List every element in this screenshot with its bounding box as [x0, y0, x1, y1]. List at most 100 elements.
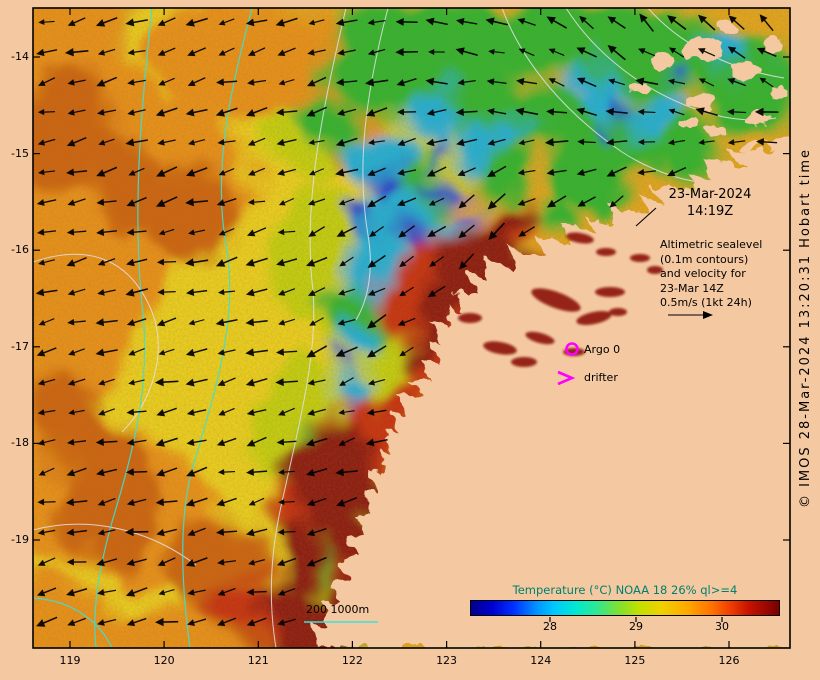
velocity-arrow	[306, 497, 327, 507]
velocity-arrow	[187, 589, 206, 596]
velocity-arrow	[278, 407, 296, 416]
velocity-arrow	[126, 408, 147, 416]
velocity-arrow	[126, 558, 147, 567]
velocity-arrow	[156, 528, 177, 537]
velocity-arrow	[186, 438, 207, 446]
velocity-arrow	[246, 408, 267, 416]
velocity-arrow	[97, 497, 116, 506]
velocity-arrow	[188, 139, 206, 146]
velocity-arrow	[38, 77, 56, 86]
velocity-arrow	[36, 48, 58, 57]
argo-marker-icon	[565, 342, 579, 356]
velocity-arrow	[216, 528, 238, 536]
velocity-arrow	[309, 317, 324, 326]
velocity-arrow	[607, 16, 626, 29]
velocity-arrow	[546, 16, 567, 29]
velocity-arrow	[218, 18, 235, 26]
colorbar-title: Temperature (°C) NOAA 18 26% ql>=4	[512, 583, 738, 597]
velocity-arrow	[576, 107, 598, 117]
velocity-arrow	[98, 138, 115, 146]
velocity-arrow	[247, 47, 266, 56]
altimetric-line: 23-Mar 14Z	[660, 281, 724, 295]
velocity-arrow	[637, 108, 656, 116]
velocity-arrow	[366, 107, 388, 117]
velocity-arrow	[247, 199, 266, 206]
velocity-arrow	[667, 139, 686, 146]
velocity-arrow	[576, 77, 597, 88]
velocity-arrow	[369, 226, 384, 237]
velocity-arrow	[516, 77, 538, 86]
velocity-arrow	[306, 528, 327, 537]
velocity-arrow	[157, 17, 176, 26]
velocity-arrow	[425, 17, 448, 26]
velocity-arrow	[579, 15, 594, 30]
velocity-arrow	[37, 138, 56, 146]
velocity-arrow	[276, 557, 297, 567]
velocity-arrow	[125, 587, 148, 597]
velocity-arrow	[337, 318, 356, 326]
velocity-arrow	[457, 78, 476, 86]
velocity-arrow	[398, 225, 416, 238]
velocity-arrow	[156, 317, 177, 327]
velocity-arrow	[727, 46, 746, 59]
velocity-arrow	[307, 379, 326, 386]
velocity-arrow	[215, 318, 238, 327]
velocity-arrow	[37, 409, 56, 416]
velocity-arrow	[576, 168, 597, 177]
velocity-arrow	[245, 318, 268, 327]
velocity-arrow	[638, 48, 656, 57]
velocity-arrow	[726, 108, 747, 116]
velocity-arrow	[339, 377, 354, 386]
velocity-arrow	[306, 76, 327, 87]
velocity-arrow	[367, 254, 386, 268]
altimetric-line: 0.5m/s (1kt 24h)	[660, 296, 752, 309]
velocity-arrow	[517, 169, 536, 176]
datetime-date: 23-Mar-2024	[668, 187, 752, 202]
altimetric-line: Altimetric sealevel	[660, 238, 763, 251]
velocity-arrow	[605, 107, 628, 116]
velocity-arrow	[185, 17, 208, 27]
velocity-arrow	[37, 529, 56, 536]
velocity-arrow	[306, 468, 328, 477]
velocity-arrow	[278, 469, 295, 476]
velocity-arrow	[397, 197, 417, 207]
velocity-arrow	[97, 48, 116, 56]
velocity-arrow	[246, 617, 267, 627]
velocity-arrow	[188, 319, 205, 326]
velocity-arrow	[38, 259, 55, 266]
velocity-arrow	[577, 196, 596, 207]
velocity-arrow	[35, 288, 58, 297]
velocity-arrow	[216, 198, 237, 207]
velocity-arrow	[216, 437, 237, 447]
velocity-arrow	[66, 257, 87, 267]
velocity-arrow	[667, 15, 687, 31]
velocity-arrow	[546, 195, 567, 208]
velocity-arrow	[38, 19, 55, 26]
velocity-arrow	[66, 467, 87, 477]
velocity-arrow	[96, 198, 117, 206]
velocity-arrow	[426, 138, 448, 147]
velocity-arrow	[155, 498, 178, 507]
velocity-arrow	[697, 48, 716, 57]
velocity-arrow	[126, 318, 147, 327]
x-tick-label: 122	[341, 654, 363, 667]
velocity-arrow	[307, 408, 326, 416]
velocity-arrow	[306, 345, 328, 358]
velocity-arrow	[459, 253, 475, 270]
colorbar-gradient	[470, 600, 780, 616]
velocity-arrow	[639, 13, 655, 32]
velocity-arrow	[96, 618, 117, 626]
velocity-arrow	[277, 618, 297, 626]
velocity-arrow	[157, 139, 176, 146]
velocity-arrow	[698, 78, 715, 87]
velocity-arrow	[546, 108, 568, 116]
velocity-arrow	[64, 48, 89, 57]
velocity-arrow	[305, 437, 328, 447]
velocity-arrow	[605, 138, 628, 147]
velocity-arrow	[215, 256, 238, 267]
velocity-arrow	[756, 47, 777, 57]
velocity-arrow	[158, 77, 175, 86]
velocity-arrow	[66, 528, 88, 536]
velocity-arrow	[126, 258, 148, 267]
